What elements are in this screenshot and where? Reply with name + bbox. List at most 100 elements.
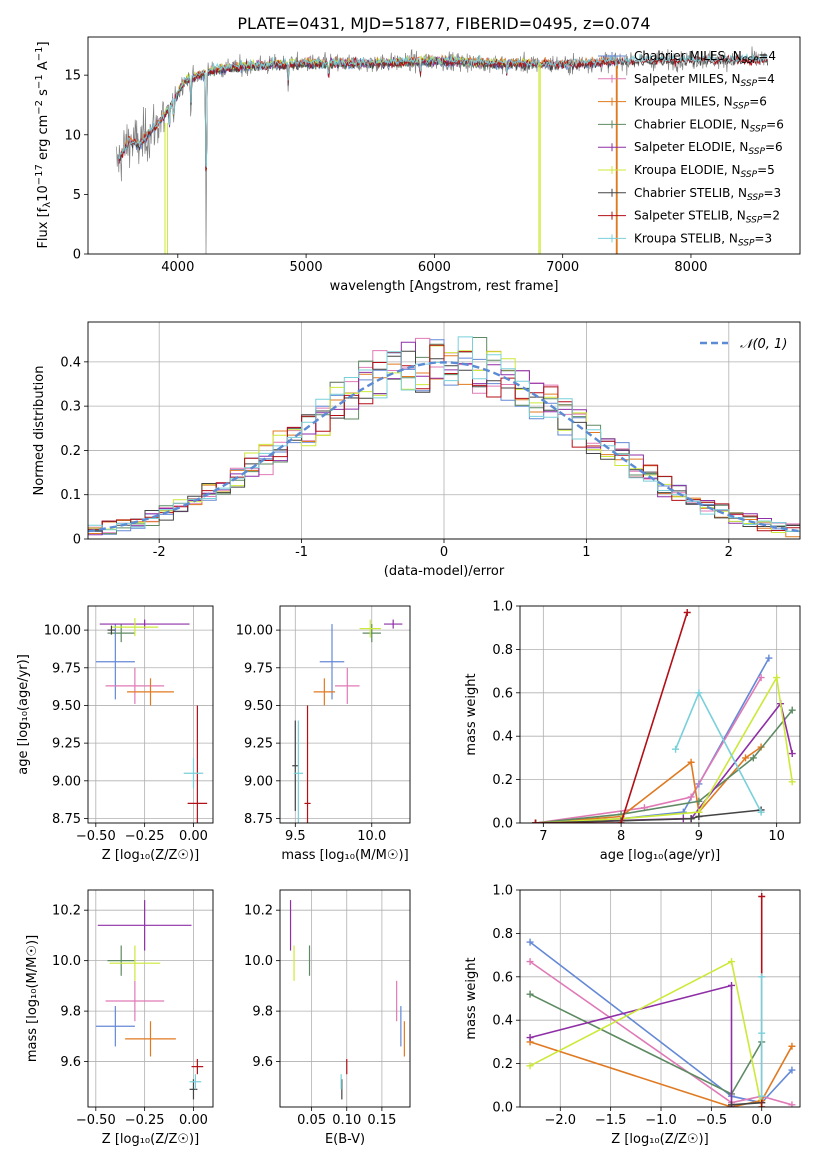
chart-title: PLATE=0431, MJD=51877, FIBERID=0495, z=0… <box>237 14 650 33</box>
y-tick-label: 0.2 <box>492 773 513 788</box>
series-kroupa_miles <box>535 746 762 823</box>
series-salpeter_elodie <box>535 701 793 823</box>
y-tick-label: 0.6 <box>492 686 513 701</box>
x-tick-label: −0.50 <box>76 829 116 844</box>
series-salpeter_miles <box>529 960 793 1106</box>
x-tick-label: 10 <box>768 829 785 844</box>
y-tick-label: 0.2 <box>492 1057 513 1072</box>
series-salpeter_stelib <box>535 612 688 823</box>
y-tick-label: 9.6 <box>252 1055 273 1070</box>
legend-name: Salpeter MILES, N <box>634 72 741 86</box>
spectrum-spike <box>538 63 541 254</box>
x-tick-label: 5000 <box>290 260 323 275</box>
legend-value: =5 <box>757 163 775 177</box>
legend-name: Chabrier MILES, N <box>634 49 742 63</box>
x-tick-label: −0.50 <box>76 1113 116 1128</box>
plot-area <box>88 336 800 538</box>
y-axis-label: Normed distribution <box>32 366 47 496</box>
grid-lines <box>520 605 800 824</box>
point-kroupa_elodie <box>728 958 736 966</box>
y-tick-label: 15 <box>64 69 81 84</box>
y-tick-label: 10.2 <box>244 904 273 919</box>
y-tick-label: 0.4 <box>492 730 513 745</box>
point-kroupa_stelib <box>757 808 765 816</box>
x-tick-label: 8 <box>617 829 625 844</box>
y-axis-label: mass [log₁₀(M/M☉)] <box>25 935 40 1062</box>
plot-area <box>289 900 405 1100</box>
point-kroupa_stelib <box>758 1092 766 1100</box>
y-tick-label: 8.75 <box>244 812 273 827</box>
legend-sub: SSP <box>738 238 755 248</box>
y-tick-label: 0.8 <box>492 643 513 658</box>
y-tick-label: 10.00 <box>44 624 81 639</box>
x-axis-label: age [log₁₀(age/yr)] <box>600 848 721 863</box>
point-chabrier_elodie <box>526 990 534 998</box>
series-kroupa_elodie <box>529 960 763 1107</box>
legend-sub: SSP <box>748 147 765 157</box>
plot-area <box>115 46 769 254</box>
x-tick-label: 9.5 <box>285 829 306 844</box>
point-kroupa_stelib <box>695 689 703 697</box>
y-tick-label: 9.75 <box>52 661 81 676</box>
x-tick-label: 0.15 <box>367 1113 396 1128</box>
x-tick-label: 0.00 <box>179 1113 208 1128</box>
plot-area <box>95 900 204 1100</box>
point-kroupa_elodie <box>788 778 796 786</box>
legend-sub: SSP <box>733 102 750 112</box>
x-axis-label: E(B-V) <box>325 1132 365 1147</box>
panel-age_vs_Z: −0.50 −0.25 0.00 8.75 9.00 9.25 9.50 9.75 10.00 Z… <box>16 605 214 863</box>
legend-entry: 𝒩(0, 1) <box>740 337 787 352</box>
y-tick-label: 0 <box>73 248 81 263</box>
axes-frame <box>519 889 801 1108</box>
legend-sub: SSP <box>750 124 767 134</box>
legend-name: Chabrier STELIB, N <box>634 186 747 200</box>
model-spectrum-chabrier_elodie <box>164 57 538 172</box>
y-tick-label: 5 <box>73 188 81 203</box>
y-tick-label: 8.75 <box>52 812 81 827</box>
plot-area <box>292 619 403 823</box>
y-tick-label: 0.0 <box>492 817 513 832</box>
legend-sub: SSP <box>741 170 758 180</box>
point-salpeter_stelib <box>758 1103 766 1107</box>
point-salpeter_miles <box>526 958 534 966</box>
x-axis-label: wavelength [Angstrom, rest frame] <box>330 279 559 294</box>
x-tick-label: 0.10 <box>332 1113 361 1128</box>
point-chabrier_miles <box>765 654 773 662</box>
normal-curve <box>88 361 800 533</box>
point-chabrier_stelib <box>728 1101 736 1107</box>
x-tick-label: 4000 <box>161 260 194 275</box>
x-tick-label: −1.5 <box>595 1113 627 1128</box>
legend-sub: SSP <box>742 56 759 66</box>
x-tick-label: -1 <box>295 545 308 560</box>
legend-entry: Chabrier ELODIE, NSSP=6 <box>634 117 784 134</box>
x-tick-label: 0 <box>440 545 448 560</box>
series-kroupa_stelib <box>674 690 762 813</box>
legend-name: Kroupa ELODIE, N <box>634 163 741 177</box>
y-tick-label: 0 <box>73 533 81 548</box>
x-tick-label: −0.25 <box>125 1113 165 1128</box>
point-salpeter_elodie <box>788 750 796 758</box>
point-kroupa_stelib <box>758 973 766 981</box>
y-tick-label: 0.6 <box>492 970 513 985</box>
axes-frame <box>279 605 411 824</box>
legend-entry: Salpeter STELIB, NSSP=2 <box>634 209 780 226</box>
point-salpeter_elodie <box>526 1034 534 1042</box>
y-tick-label: 10.2 <box>52 904 81 919</box>
panel-weight_vs_Z: −2.0 −1.5 −1.0 −0.5 0.0 0.0 0.2 0.4 0.6 0.8 1.0 Z [… <box>464 884 801 1147</box>
y-tick-label: 1.0 <box>492 884 513 899</box>
y-axis-label: Flux [fλ10−17 erg cm−2 s−1 A−1] <box>34 41 53 248</box>
point-salpeter_elodie <box>728 981 736 989</box>
point-chabrier_miles <box>679 808 687 816</box>
axes-frame <box>279 889 411 1108</box>
x-tick-label: 2 <box>725 545 733 560</box>
point-salpeter_stelib <box>758 893 766 901</box>
point-salpeter_stelib <box>683 609 691 617</box>
y-tick-label: 9.00 <box>52 774 81 789</box>
spectrum-spike <box>615 65 618 254</box>
panel-spectrum: 4000 5000 6000 7000 8000 0 5 10 15 wavelength [An… <box>34 14 801 294</box>
point-chabrier_miles <box>526 938 534 946</box>
x-tick-label: -2 <box>153 545 166 560</box>
y-tick-label: 0.2 <box>60 444 81 459</box>
